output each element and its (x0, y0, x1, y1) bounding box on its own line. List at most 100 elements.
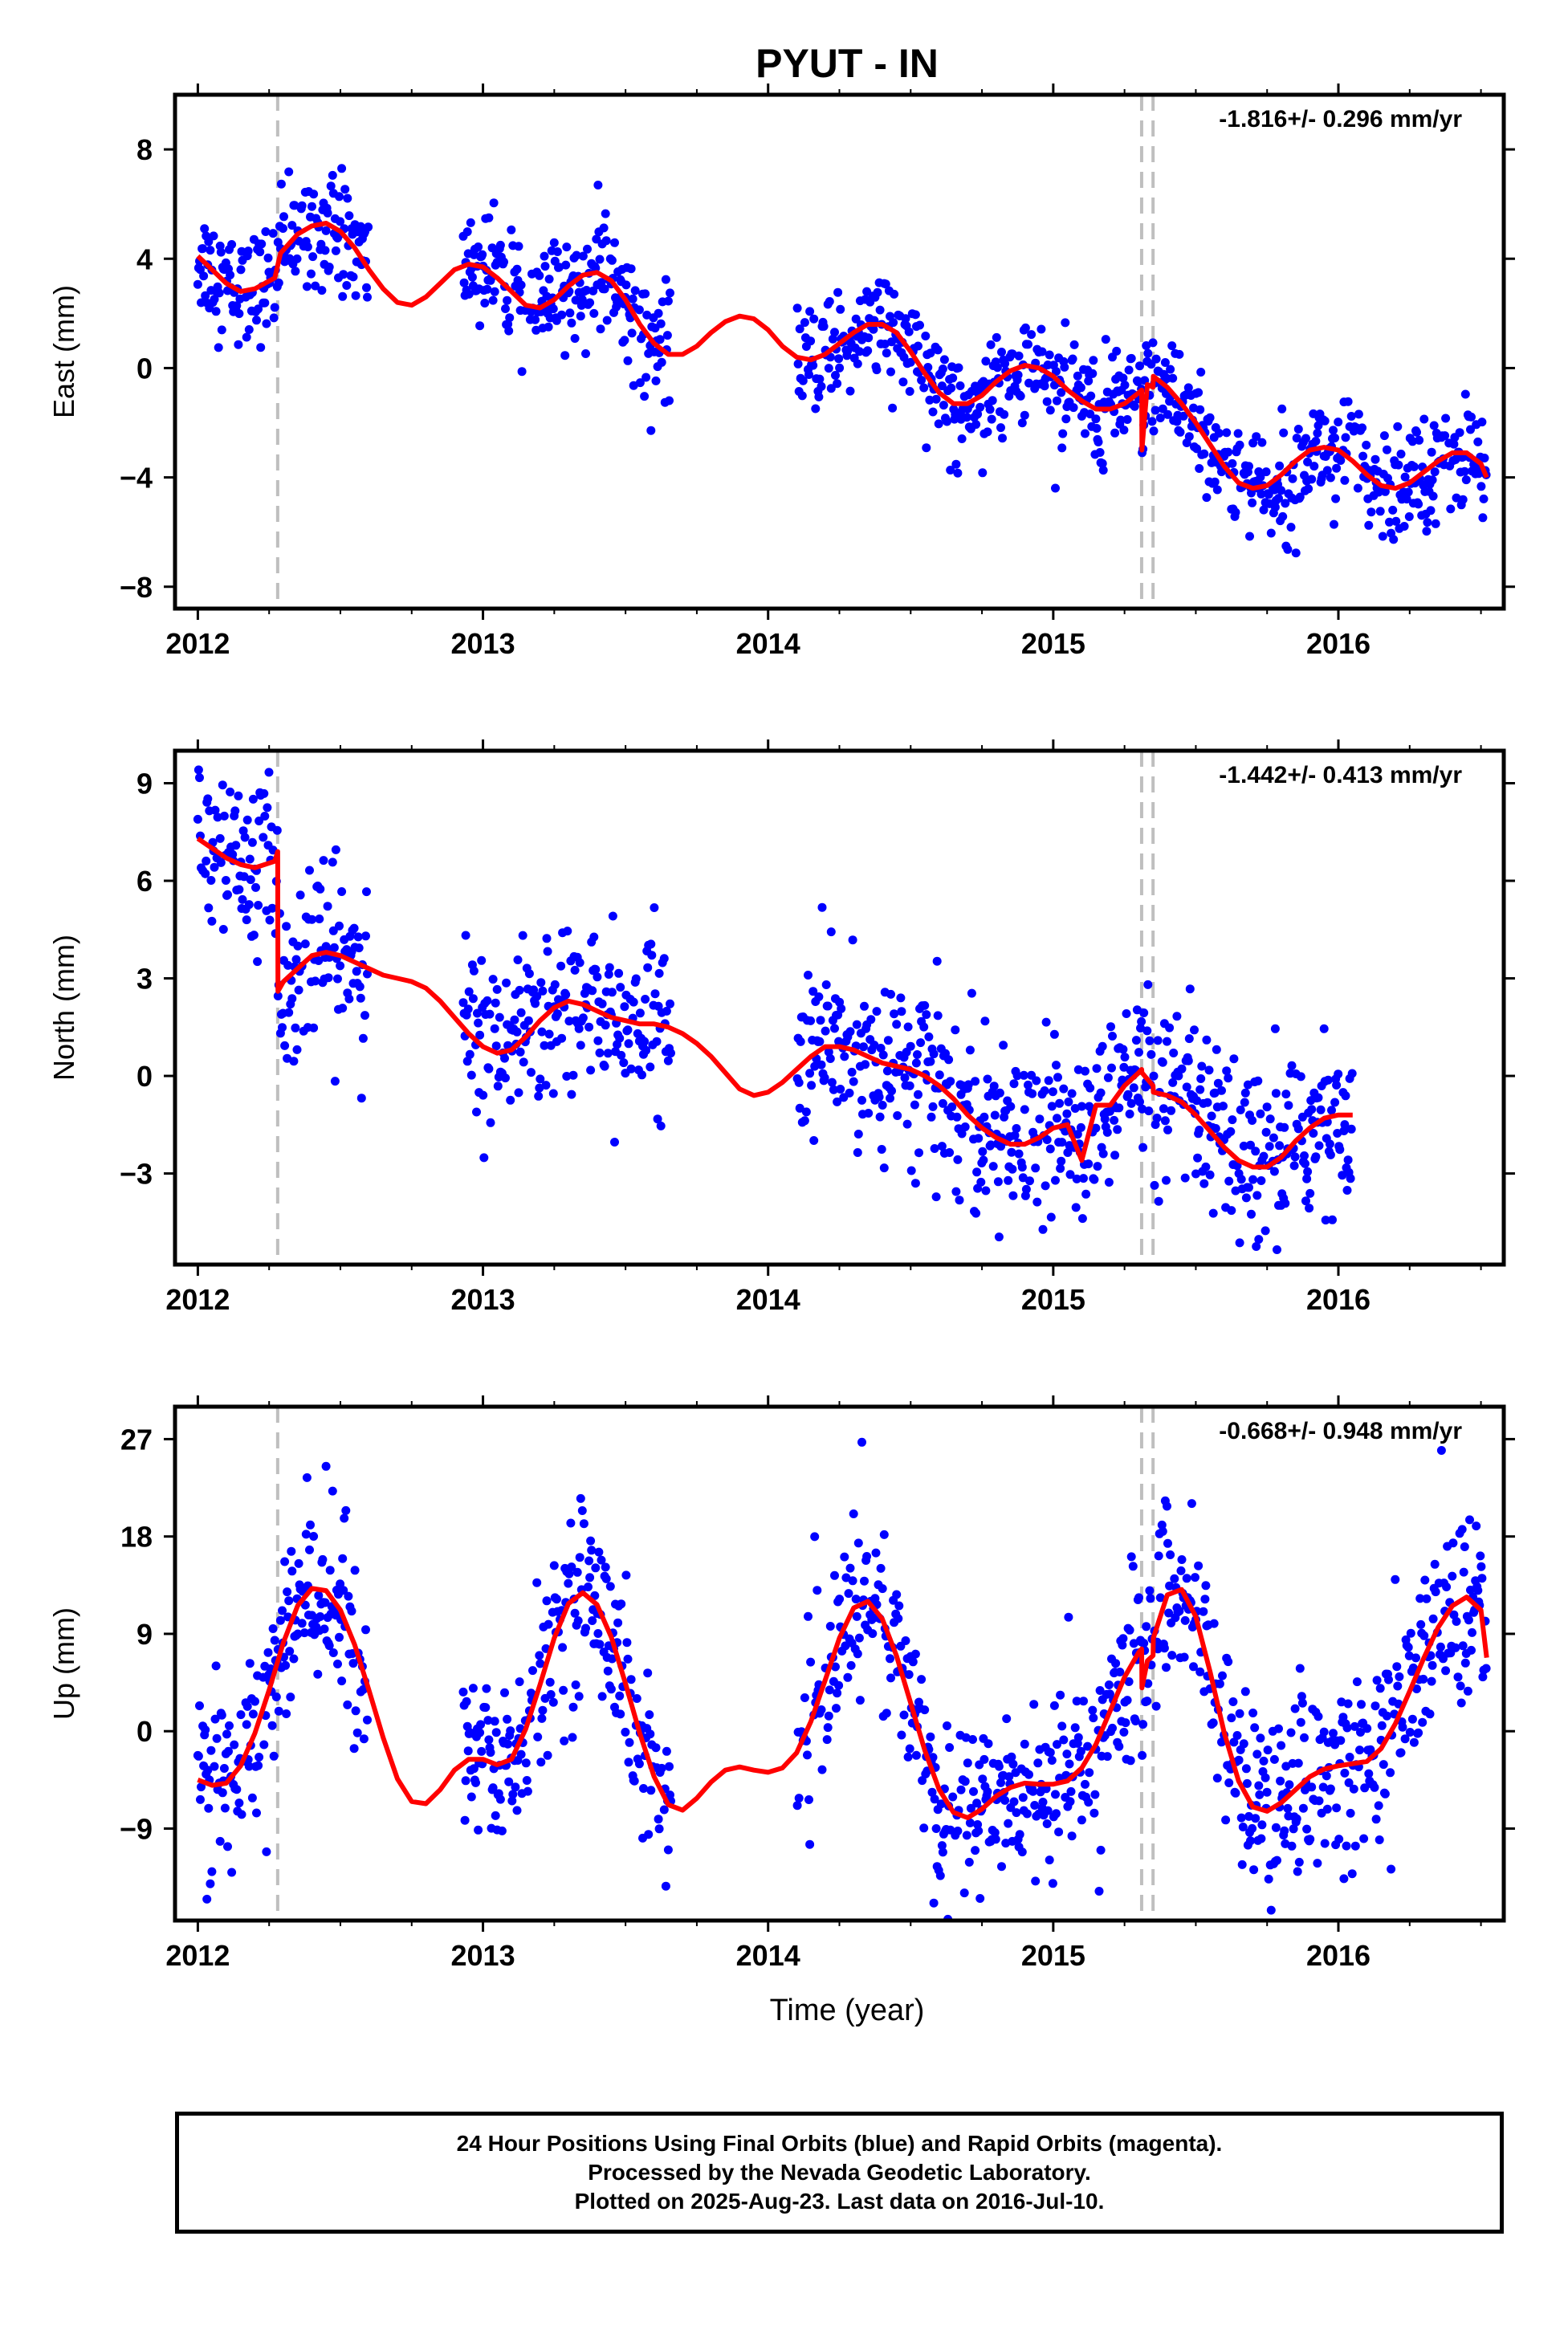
data-point (1149, 1071, 1159, 1081)
data-point (1433, 0, 1442, 5)
data-point (1128, 1562, 1138, 1571)
data-point (1037, 347, 1047, 356)
data-point (1394, 460, 1403, 470)
data-point (280, 1557, 290, 1566)
data-point (210, 295, 219, 304)
data-point (1175, 349, 1184, 359)
data-point (851, 314, 861, 324)
data-point (1073, 1130, 1082, 1139)
data-point (859, 1042, 868, 1052)
data-point (792, 1801, 802, 1811)
data-point (307, 914, 316, 924)
x-tick-label: 2012 (165, 627, 230, 660)
data-point (1210, 477, 1220, 487)
data-point (287, 221, 297, 230)
data-point (364, 222, 373, 232)
data-point (1081, 1189, 1091, 1199)
data-point (479, 1153, 489, 1163)
data-point (659, 1805, 669, 1815)
data-point (331, 845, 340, 854)
data-point (1247, 488, 1256, 498)
data-point (1357, 0, 1366, 5)
data-point (601, 1020, 610, 1030)
data-point (953, 1827, 963, 1835)
y-tick-label: 0 (136, 1715, 153, 1748)
data-point (1031, 1163, 1041, 1173)
data-point (1340, 1768, 1350, 1778)
data-points (193, 164, 1491, 558)
data-point (290, 201, 299, 210)
data-point (1412, 427, 1421, 437)
data-point (282, 922, 291, 931)
data-point (960, 1777, 970, 1786)
data-point (1222, 428, 1232, 438)
data-point (630, 286, 640, 295)
data-point (571, 1680, 580, 1689)
data-point (552, 247, 562, 256)
data-point (1154, 1551, 1163, 1561)
data-point (1248, 1709, 1258, 1717)
data-point (1289, 1161, 1299, 1171)
data-point (353, 932, 363, 942)
plot-area (193, 0, 1467, 1265)
data-point (567, 1562, 576, 1572)
data-point (1064, 1097, 1073, 1106)
data-point (561, 990, 571, 1000)
data-point (845, 1088, 854, 1098)
data-point (652, 1037, 662, 1046)
data-point (1354, 0, 1362, 5)
data-point (1253, 1076, 1263, 1086)
data-point (1049, 1701, 1059, 1710)
data-point (805, 1069, 815, 1078)
data-point (1196, 368, 1206, 377)
data-point (1297, 1692, 1306, 1701)
data-point (886, 989, 895, 999)
data-point (458, 998, 468, 1008)
data-point (1212, 485, 1222, 495)
data-point (1322, 1771, 1331, 1781)
data-point (195, 773, 204, 783)
data-point (1261, 467, 1271, 477)
data-point (1218, 1671, 1227, 1680)
data-point (1052, 1061, 1061, 1070)
data-point (1102, 1127, 1112, 1137)
data-point (1261, 1226, 1270, 1236)
data-point (817, 902, 827, 912)
data-point (291, 1023, 300, 1033)
data-point (543, 1750, 552, 1760)
data-point (362, 283, 371, 292)
data-point (276, 179, 286, 189)
data-point (1000, 1795, 1010, 1805)
data-point (975, 1894, 985, 1903)
data-point (798, 376, 808, 385)
data-point (203, 1766, 213, 1775)
data-point (1320, 416, 1330, 426)
data-point (1125, 1625, 1134, 1635)
data-point (1290, 1152, 1300, 1162)
data-point (1427, 475, 1437, 485)
data-point (1177, 1555, 1187, 1564)
data-point (1024, 378, 1033, 388)
data-point (914, 1090, 922, 1099)
data-point (1458, 0, 1467, 5)
data-point (328, 170, 337, 180)
data-point (362, 887, 371, 897)
data-point (1403, 0, 1412, 5)
data-point (244, 1762, 254, 1771)
data-point (605, 963, 614, 972)
data-point (1318, 1782, 1328, 1792)
data-point (544, 1619, 553, 1629)
data-point (617, 1050, 626, 1060)
data-point (830, 328, 839, 337)
data-point (1461, 475, 1471, 485)
x-tick-label: 2014 (736, 1939, 800, 1972)
data-point (480, 299, 490, 308)
data-point (625, 1737, 634, 1747)
data-point (1370, 1701, 1380, 1711)
data-point (635, 378, 645, 388)
data-point (281, 1660, 291, 1670)
data-point (245, 1659, 255, 1668)
data-point (197, 1782, 206, 1792)
data-point (1341, 1091, 1350, 1101)
data-point (1008, 1191, 1018, 1200)
